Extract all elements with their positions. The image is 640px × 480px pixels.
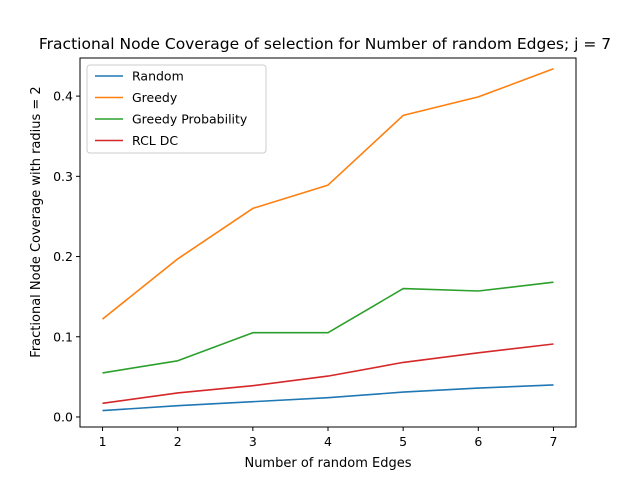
series-line-rcl-dc [102, 343, 554, 405]
x-tick-label: 2 [174, 434, 182, 449]
series-line-random [102, 384, 554, 412]
legend: Random Greedy Greedy Probability RCL DC [86, 64, 267, 154]
legend-label: RCL DC [132, 133, 178, 148]
series-line-greedy-probability [102, 281, 554, 374]
x-tick-label: 6 [474, 434, 482, 449]
y-tick-label: 0.4 [53, 89, 73, 104]
legend-box [86, 64, 267, 154]
y-tick-label: 0.2 [53, 249, 73, 264]
x-tick-label: 4 [324, 434, 332, 449]
x-tick-label: 1 [99, 434, 107, 449]
y-tick-label: 0.3 [53, 169, 73, 184]
plot-area [102, 68, 554, 412]
y-tick-label: 0.0 [53, 409, 73, 424]
legend-label: Greedy [132, 90, 178, 105]
legend-label: Random [132, 69, 184, 84]
y-tick-label: 0.1 [53, 329, 73, 344]
y-axis-label: Fractional Node Coverage with radius = 2 [29, 86, 44, 357]
x-tick-label: 5 [399, 434, 407, 449]
x-tick-label: 3 [249, 434, 257, 449]
legend-label: Greedy Probability [132, 112, 248, 127]
x-axis-label: Number of random Edges [244, 456, 411, 471]
axes: 1 2 3 4 5 6 7 0.0 0.1 0.2 0.3 0.4 [53, 57, 577, 449]
x-tick-label: 7 [549, 434, 557, 449]
series-line-greedy [102, 68, 554, 320]
chart-title: Fractional Node Coverage of selection fo… [39, 35, 611, 53]
